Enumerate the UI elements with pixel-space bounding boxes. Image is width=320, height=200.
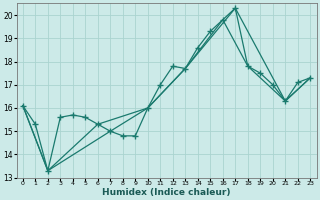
X-axis label: Humidex (Indice chaleur): Humidex (Indice chaleur) (102, 188, 231, 197)
